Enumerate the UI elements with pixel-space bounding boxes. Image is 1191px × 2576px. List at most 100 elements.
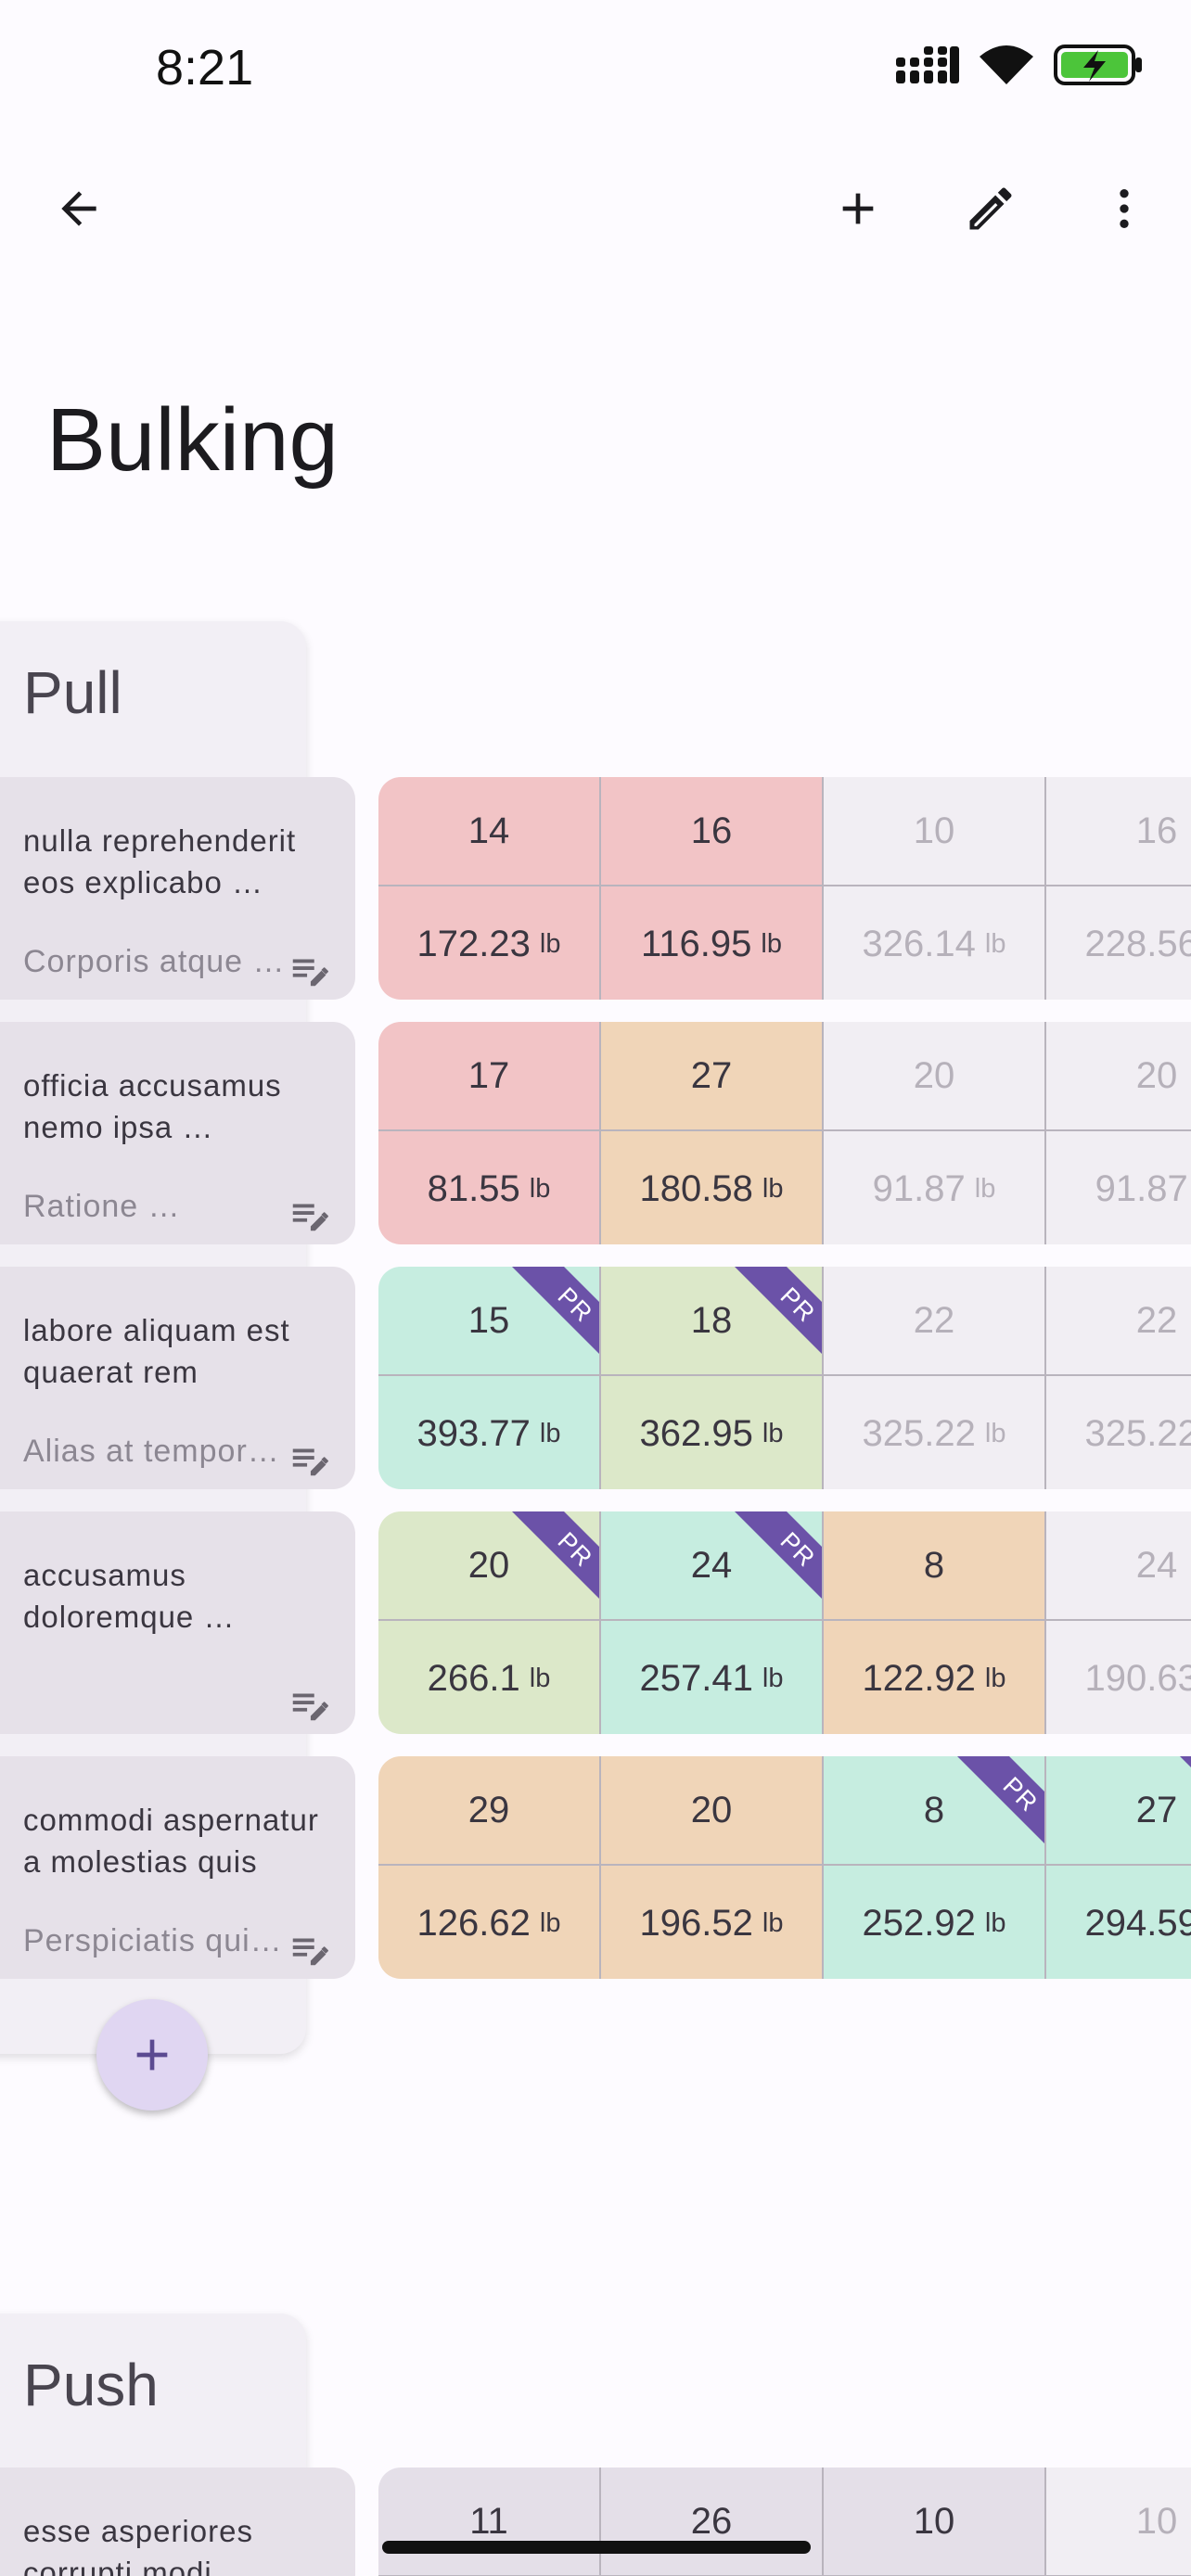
set-weight-container: 393.77 lb bbox=[378, 1378, 599, 1489]
set-reps: 17 bbox=[378, 1022, 599, 1131]
edit-note-icon[interactable] bbox=[288, 1193, 330, 1241]
set-weight-container: 257.41 lb bbox=[601, 1623, 822, 1734]
back-button[interactable] bbox=[37, 167, 121, 250]
set-weight-container: 122.92 lb bbox=[824, 1623, 1044, 1734]
set-weight-container: 196.52 lb bbox=[601, 1868, 822, 1979]
more-vert-icon bbox=[1120, 189, 1129, 228]
set-weight: 294.59 bbox=[1084, 1902, 1191, 1944]
workout-name: Push bbox=[23, 2352, 159, 2418]
set-row: 15 393.77 lb PR 18 362.95 lb PR 22 325.22 lb 22 325.… bbox=[378, 1267, 1191, 1489]
set-cell[interactable]: 16 116.95 lb bbox=[601, 777, 824, 1000]
set-cell[interactable]: 20 196.52 lb bbox=[601, 1756, 824, 1979]
set-cell[interactable]: 29 126.62 lb bbox=[378, 1756, 601, 1979]
set-weight: 266.1 bbox=[427, 1657, 520, 1699]
set-reps: 29 bbox=[378, 1756, 599, 1866]
edit-note-icon[interactable] bbox=[288, 949, 330, 996]
add-exercise-button[interactable] bbox=[96, 1999, 208, 2111]
set-cell[interactable]: 10 326.14 lb bbox=[824, 777, 1046, 1000]
set-weight: 228.56 bbox=[1084, 923, 1191, 964]
plus-icon bbox=[136, 2039, 168, 2071]
set-cell[interactable]: 10 bbox=[824, 2468, 1046, 2576]
set-cell[interactable]: 27 180.58 lb bbox=[601, 1022, 824, 1244]
signal-icon bbox=[896, 46, 959, 83]
set-reps: 16 bbox=[601, 777, 822, 886]
set-reps: 11 bbox=[378, 2468, 599, 2576]
exercise-note: Perspiciatis qui… bbox=[23, 1923, 283, 1958]
set-weight-unit: lb bbox=[762, 1663, 784, 1693]
set-cell[interactable]: 24 257.41 lb PR bbox=[601, 1511, 824, 1734]
exercise-cell[interactable]: labore aliquam est quaerat rem Alias at t… bbox=[0, 1267, 355, 1489]
set-weight-container: 190.63lb bbox=[1046, 1623, 1191, 1734]
edit-button[interactable] bbox=[949, 167, 1032, 250]
back-arrow-icon bbox=[61, 191, 96, 226]
pr-badge bbox=[1180, 1756, 1191, 1767]
set-cell[interactable]: 15 393.77 lb PR bbox=[378, 1267, 601, 1489]
edit-note-icon[interactable] bbox=[288, 1438, 330, 1486]
set-weight-container: 180.58 lb bbox=[601, 1133, 822, 1244]
pr-badge bbox=[957, 1756, 1044, 1843]
pr-badge bbox=[735, 1267, 822, 1354]
set-weight-unit: lb bbox=[539, 928, 561, 959]
set-weight-container: 294.59lb bbox=[1046, 1868, 1191, 1979]
add-button[interactable] bbox=[816, 167, 900, 250]
edit-note-icon[interactable] bbox=[288, 1683, 330, 1730]
set-reps: 27 bbox=[1046, 1756, 1191, 1866]
set-reps: 22 bbox=[1046, 1267, 1191, 1376]
workout-name: Pull bbox=[23, 659, 122, 726]
set-weight-container: 81.55 lb bbox=[378, 1133, 599, 1244]
set-reps: 16 bbox=[1046, 777, 1191, 886]
set-row: 20 266.1 lb PR 24 257.41 lb PR 8 122.92 lb 24 190.63… bbox=[378, 1511, 1191, 1734]
set-weight-unit: lb bbox=[529, 1663, 551, 1693]
set-weight-container: 362.95 lb bbox=[601, 1378, 822, 1489]
set-weight-unit: lb bbox=[529, 1173, 551, 1204]
exercise-cell[interactable]: commodi aspernatur a molestias quis Persp… bbox=[0, 1756, 355, 1979]
pr-badge bbox=[512, 1267, 599, 1354]
exercise-name: officia accusamus nemo ipsa … bbox=[23, 1068, 282, 1144]
edit-pencil-icon bbox=[969, 187, 1012, 230]
set-weight: 326.14 bbox=[862, 923, 976, 964]
exercise-cell[interactable]: esse asperiores corrupti modi bbox=[0, 2468, 355, 2576]
set-cell[interactable]: 10 bbox=[1046, 2468, 1191, 2576]
exercise-cell[interactable]: accusamus doloremque … bbox=[0, 1511, 355, 1734]
set-reps: 15 bbox=[378, 1267, 599, 1376]
set-cell[interactable]: 17 81.55 lb bbox=[378, 1022, 601, 1244]
set-cell[interactable]: 8 122.92 lb bbox=[824, 1511, 1046, 1734]
set-weight: 126.62 bbox=[416, 1902, 531, 1944]
set-cell[interactable]: 18 362.95 lb PR bbox=[601, 1267, 824, 1489]
plus-icon bbox=[842, 193, 874, 224]
set-weight: 362.95 bbox=[639, 1412, 753, 1454]
set-weight-unit: lb bbox=[984, 928, 1006, 959]
set-cell[interactable]: 11 bbox=[378, 2468, 601, 2576]
edit-note-icon[interactable] bbox=[288, 1928, 330, 1975]
exercise-cell[interactable]: nulla reprehenderit eos explicabo … Corpo… bbox=[0, 777, 355, 1000]
exercise-name: esse asperiores corrupti modi bbox=[23, 2514, 253, 2576]
more-button[interactable] bbox=[1082, 167, 1166, 250]
set-weight-unit: lb bbox=[762, 1173, 784, 1204]
set-weight: 325.22 bbox=[1084, 1412, 1191, 1454]
set-cell[interactable]: 20 266.1 lb PR bbox=[378, 1511, 601, 1734]
set-reps: 8 bbox=[824, 1511, 1044, 1621]
set-reps: 26 bbox=[601, 2468, 822, 2576]
set-cell[interactable]: 14 172.23 lb bbox=[378, 777, 601, 1000]
exercise-name: accusamus doloremque … bbox=[23, 1558, 236, 1634]
pr-badge bbox=[735, 1511, 822, 1599]
home-indicator bbox=[382, 2541, 811, 2554]
exercise-cell[interactable]: officia accusamus nemo ipsa … Ratione … bbox=[0, 1022, 355, 1244]
set-cell[interactable]: 26 bbox=[601, 2468, 824, 2576]
set-weight-unit: lb bbox=[974, 1173, 996, 1204]
set-cell[interactable]: 8 252.92 lb PR bbox=[824, 1756, 1046, 1979]
set-reps: 20 bbox=[378, 1511, 599, 1621]
